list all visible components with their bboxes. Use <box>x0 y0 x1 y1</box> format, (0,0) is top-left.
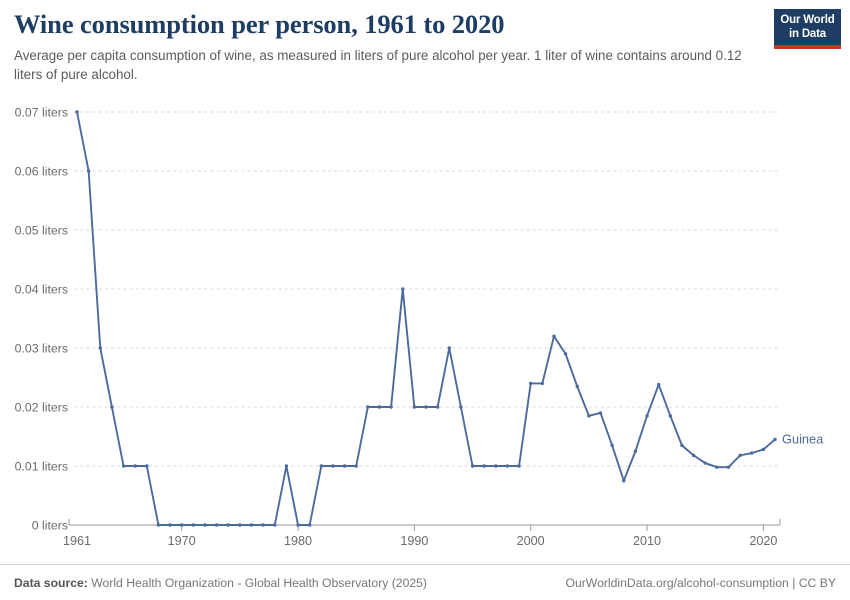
series-data-point[interactable] <box>656 382 661 387</box>
series-data-point[interactable] <box>668 414 672 418</box>
series-data-point[interactable] <box>773 437 777 442</box>
series-data-point[interactable] <box>75 110 79 114</box>
series-data-point[interactable] <box>180 523 184 527</box>
series-data-point[interactable] <box>203 523 207 527</box>
series-data-point[interactable] <box>377 405 382 409</box>
series-data-point[interactable] <box>261 523 265 527</box>
series-data-point[interactable] <box>401 287 405 291</box>
series-data-point[interactable] <box>680 443 684 448</box>
series-data-point[interactable] <box>750 451 754 455</box>
series-data-point[interactable] <box>110 405 114 409</box>
series-data-point[interactable] <box>389 405 393 409</box>
series-data-point[interactable] <box>610 443 614 448</box>
x-axis-tick-labels: 1961 1970 1980 1990 2000 2010 2020 <box>63 534 777 548</box>
series-data-point[interactable] <box>435 405 440 409</box>
series-data-point[interactable] <box>552 334 556 338</box>
series-data-point[interactable] <box>331 464 335 468</box>
series-data-point[interactable] <box>726 465 731 469</box>
series-data-point[interactable] <box>133 464 137 468</box>
series-data-point[interactable] <box>424 405 428 409</box>
attribution-text[interactable]: OurWorldinData.org/alcohol-consumption |… <box>565 576 836 590</box>
series-data-point[interactable] <box>563 352 568 356</box>
y-axis-tick-label: 0.02 liters <box>15 400 68 414</box>
x-axis-tick-label: 1970 <box>168 534 196 548</box>
series-polyline[interactable] <box>76 111 776 526</box>
series-data-point[interactable] <box>191 523 196 527</box>
series-data-point[interactable] <box>226 523 230 527</box>
series-data-point[interactable] <box>715 465 719 469</box>
series-data-point[interactable] <box>296 523 300 527</box>
logo-line-1: Our World <box>780 14 835 26</box>
series-data-point[interactable] <box>645 414 649 418</box>
x-axis-tick-label: 2000 <box>517 534 545 548</box>
series-data-point[interactable] <box>482 464 486 468</box>
series-data-point[interactable] <box>354 464 358 468</box>
series-data-point[interactable] <box>238 523 242 527</box>
series-data-point[interactable] <box>494 464 498 468</box>
series-data-point[interactable] <box>529 381 533 386</box>
series-data-point[interactable] <box>598 411 603 415</box>
chart-subtitle: Average per capita consumption of wine, … <box>14 48 742 83</box>
chart-header: Wine consumption per person, 1961 to 202… <box>14 9 754 84</box>
x-axis-tick-label: 2020 <box>749 534 777 548</box>
data-series-guinea[interactable] <box>75 110 777 527</box>
series-data-point[interactable] <box>540 381 545 386</box>
y-axis-tick-label: 0.01 liters <box>15 459 68 473</box>
series-data-point[interactable] <box>145 464 149 468</box>
series-data-point[interactable] <box>319 464 323 468</box>
x-axis-tick-label: 1990 <box>400 534 428 548</box>
series-data-point[interactable] <box>470 464 475 468</box>
series-data-point[interactable] <box>86 169 91 173</box>
y-axis-tick-label: 0.07 liters <box>15 105 68 119</box>
data-source-label: Data source: <box>14 576 88 590</box>
series-data-point[interactable] <box>691 453 696 458</box>
series-data-point[interactable] <box>342 464 347 468</box>
series-data-point[interactable] <box>98 346 102 350</box>
series-data-point[interactable] <box>447 346 451 350</box>
gridlines <box>74 111 780 467</box>
series-data-point[interactable] <box>156 523 161 527</box>
series-data-point[interactable] <box>587 414 591 418</box>
series-data-point[interactable] <box>633 449 638 453</box>
chart-footer: Data source: World Health Organization -… <box>0 564 850 600</box>
y-axis-tick-label: 0 liters <box>32 518 68 532</box>
series-data-point[interactable] <box>738 453 742 458</box>
series-data-point[interactable] <box>761 447 766 452</box>
x-axis-tick-label: 1980 <box>284 534 312 548</box>
series-data-point[interactable] <box>249 523 254 527</box>
series-data-point[interactable] <box>307 523 312 527</box>
series-data-point[interactable] <box>284 464 289 468</box>
series-name-label: Guinea <box>782 431 824 446</box>
series-label-guinea: Guinea <box>782 431 824 446</box>
chart-plot-area: 0 liters 0.01 liters 0.02 liters 0.03 liter… <box>0 100 850 555</box>
series-data-point[interactable] <box>121 464 126 468</box>
series-data-point[interactable] <box>366 405 370 409</box>
series-data-point[interactable] <box>459 405 463 409</box>
series-data-point[interactable] <box>168 523 172 527</box>
y-axis-tick-labels: 0 liters 0.01 liters 0.02 liters 0.03 liter… <box>15 105 68 532</box>
series-data-point[interactable] <box>214 523 219 527</box>
x-axis-tick-label: 2010 <box>633 534 661 548</box>
series-data-point[interactable] <box>517 464 521 468</box>
y-axis-tick-label: 0.06 liters <box>15 164 68 178</box>
data-source-text: Data source: World Health Organization -… <box>14 576 427 590</box>
series-data-point[interactable] <box>703 461 707 465</box>
series-data-point[interactable] <box>622 479 626 483</box>
y-axis-tick-label: 0.05 liters <box>15 223 68 237</box>
series-data-point[interactable] <box>575 384 579 389</box>
page-title: Wine consumption per person, 1961 to 202… <box>14 9 505 39</box>
data-source-value: World Health Organization - Global Healt… <box>91 576 427 590</box>
our-world-in-data-logo[interactable]: Our World in Data <box>774 9 841 50</box>
series-data-point[interactable] <box>273 523 277 527</box>
y-axis-tick-label: 0.03 liters <box>15 341 68 355</box>
series-data-point[interactable] <box>412 405 417 409</box>
logo-line-2: in Data <box>789 27 826 40</box>
line-chart-svg: 0 liters 0.01 liters 0.02 liters 0.03 liter… <box>15 105 824 548</box>
series-data-point[interactable] <box>505 464 510 468</box>
x-axis-tick-label: 1961 <box>63 534 91 548</box>
y-axis-tick-label: 0.04 liters <box>15 282 68 296</box>
